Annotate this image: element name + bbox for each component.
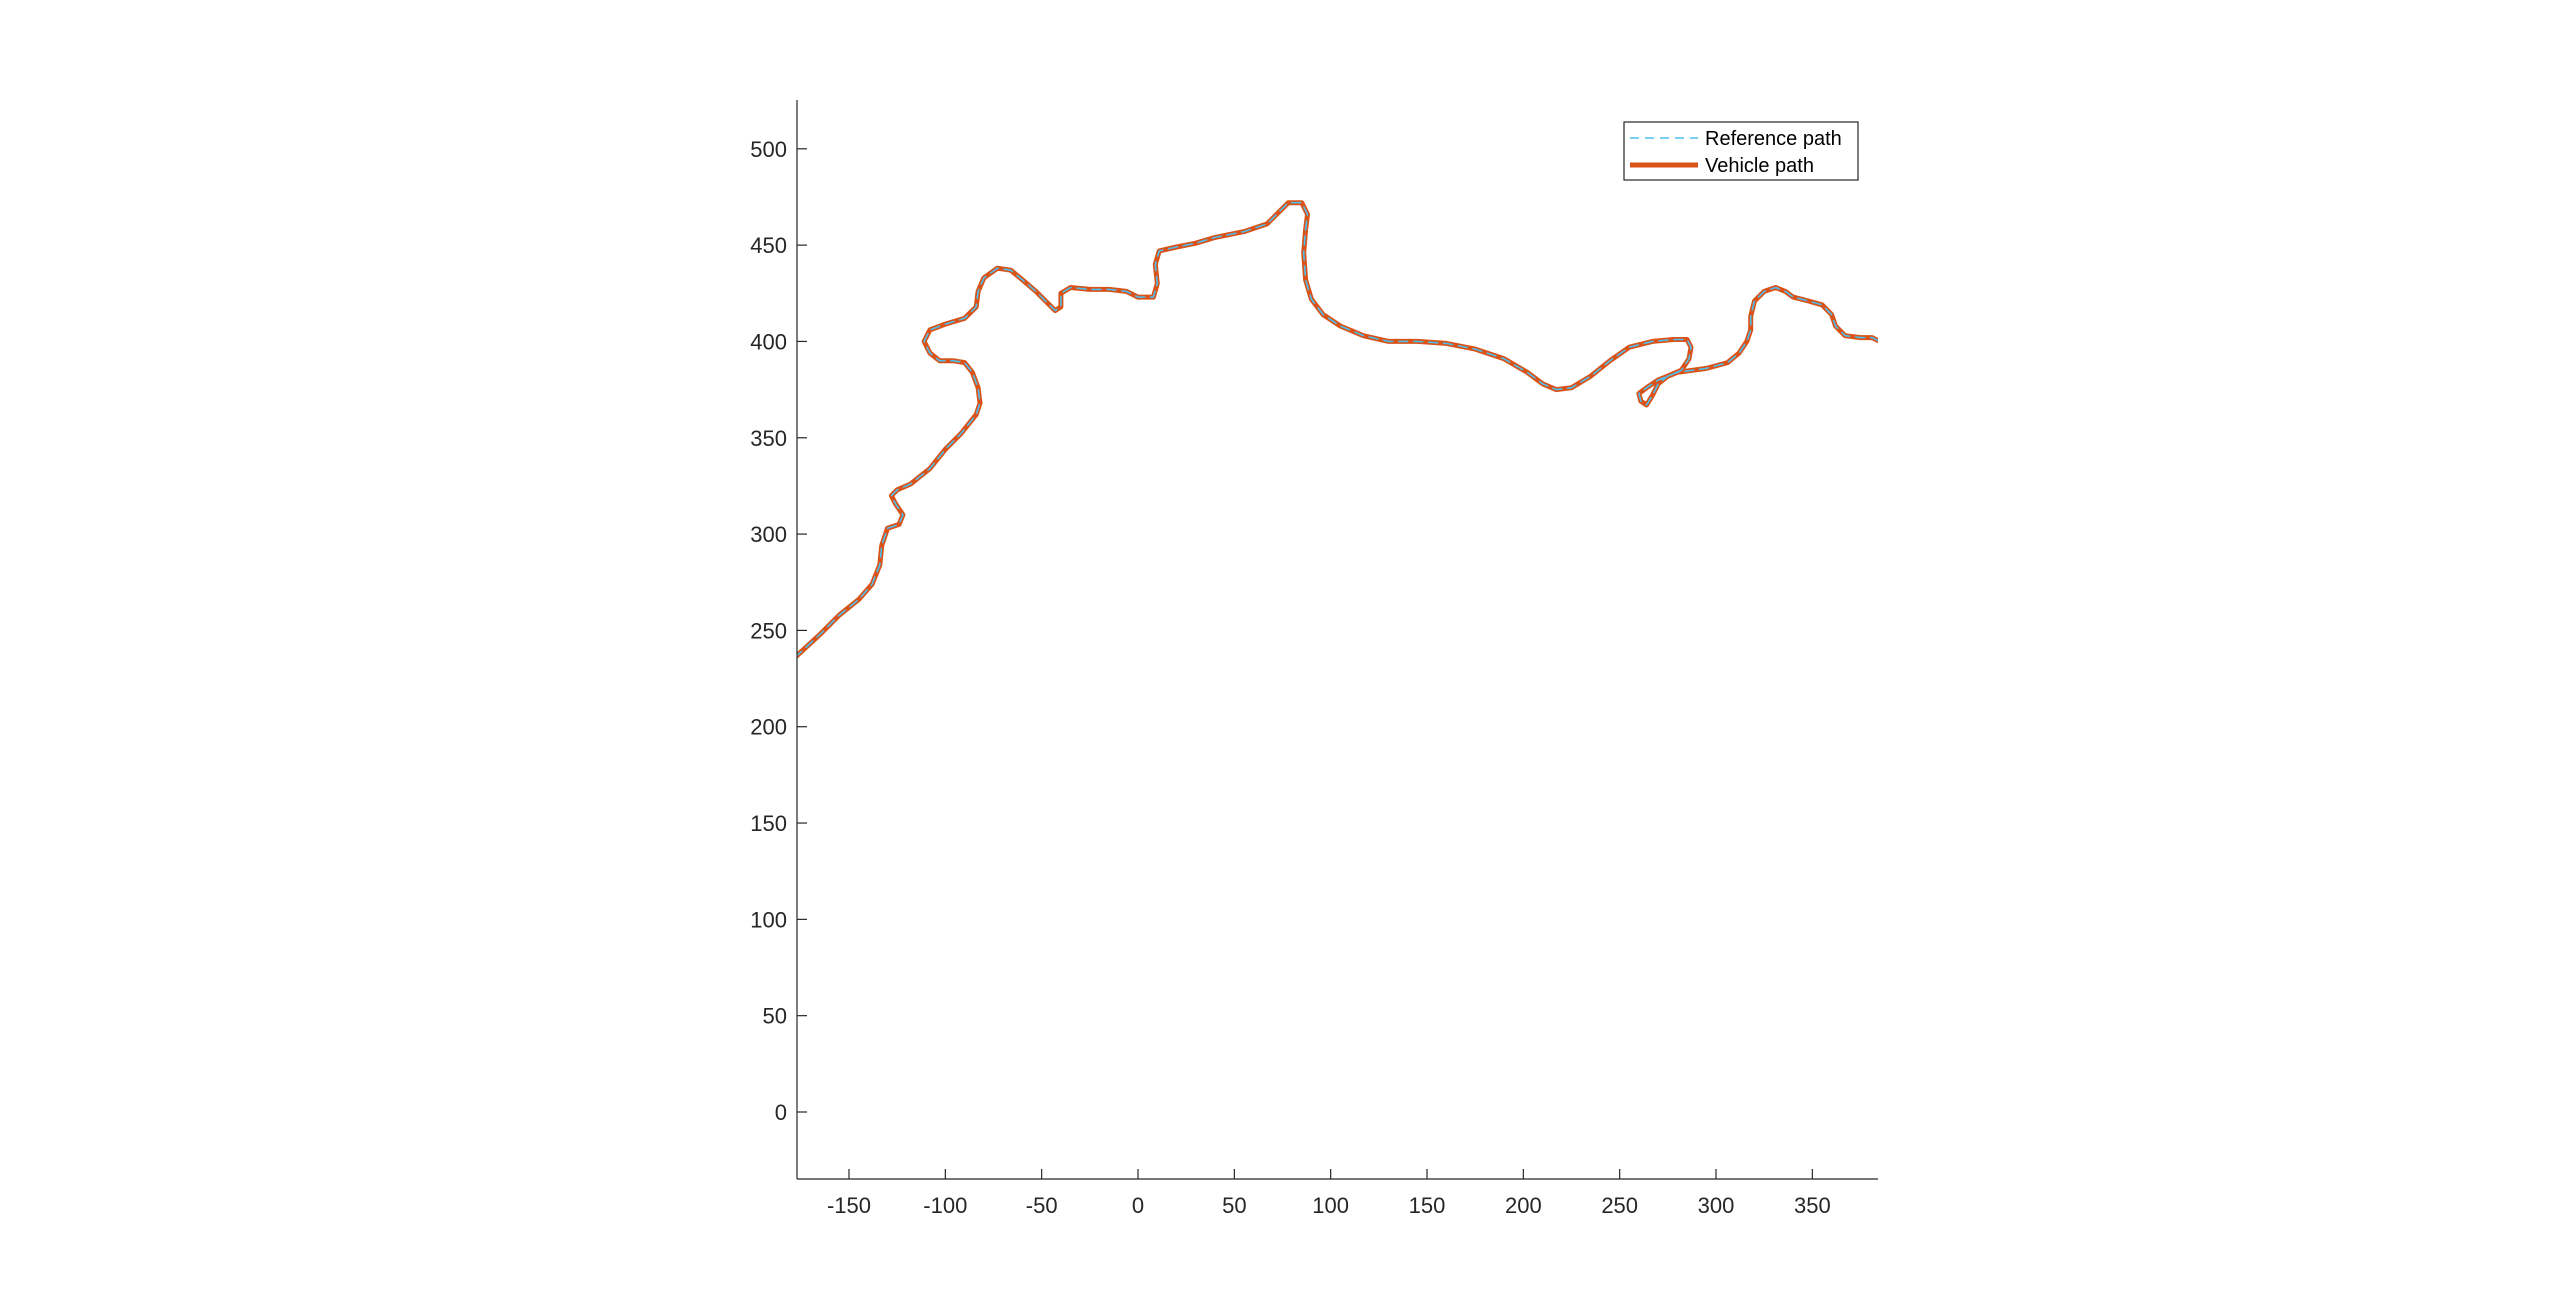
x-tick-label: -150 [827, 1193, 871, 1218]
y-tick-label: 450 [750, 233, 787, 258]
y-tick-label: 0 [775, 1100, 787, 1125]
y-tick-label: 250 [750, 618, 787, 643]
legend-entry-vehicle-label: Vehicle path [1705, 155, 1814, 177]
x-tick-label: 100 [1312, 1193, 1349, 1218]
legend-entry-reference-label: Reference path [1705, 128, 1842, 150]
x-tick-label: 150 [1409, 1193, 1446, 1218]
x-tick-label: 200 [1505, 1193, 1542, 1218]
legend-box [1623, 121, 1859, 181]
y-tick-label: 200 [750, 715, 787, 740]
y-tick-label: 50 [763, 1004, 787, 1029]
y-tick-label: 500 [750, 137, 787, 162]
y-tick-label: 400 [750, 329, 787, 354]
x-tick-label: -50 [1026, 1193, 1058, 1218]
reference-path-line [797, 201, 1878, 657]
x-tick-label: 50 [1222, 1193, 1246, 1218]
x-tick-label: 0 [1132, 1193, 1144, 1218]
y-tick-label: 100 [750, 907, 787, 932]
x-tick-label: 350 [1794, 1193, 1831, 1218]
x-tick-label: -100 [923, 1193, 967, 1218]
y-tick-label: 350 [750, 426, 787, 451]
axes: -150 -100 -50 0 50 100 150 200 250 300 350 0 50 100 15… [750, 100, 1878, 1218]
x-tick-label: 250 [1601, 1193, 1638, 1218]
y-tick-label: 150 [750, 811, 787, 836]
legend: Reference path Vehicle path [1623, 121, 1859, 181]
plot-area [797, 200, 1878, 659]
x-tick-label: 300 [1698, 1193, 1735, 1218]
y-tick-label: 300 [750, 522, 787, 547]
